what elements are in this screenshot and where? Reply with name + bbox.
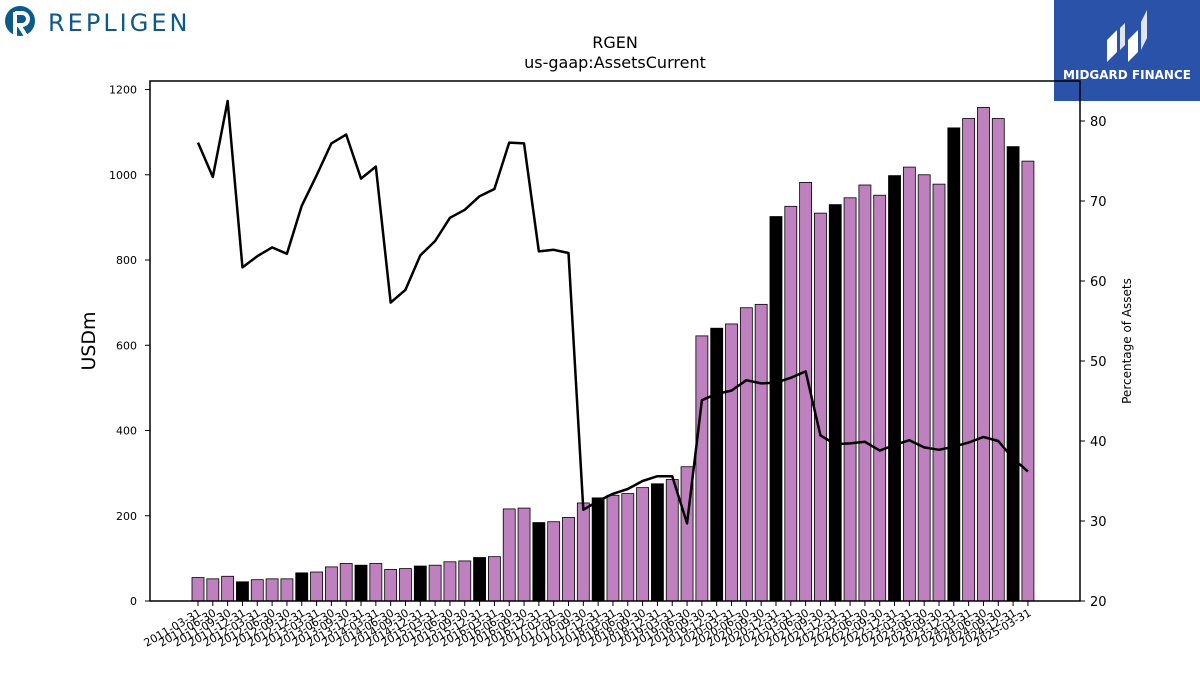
repligen-logo-icon bbox=[5, 6, 35, 38]
plot-frame bbox=[149, 80, 1081, 602]
bar bbox=[443, 561, 457, 602]
y2-tick-label: 20 bbox=[1090, 595, 1107, 610]
bar bbox=[636, 487, 649, 602]
bar bbox=[873, 194, 887, 602]
y-axis-right: 20 30 40 50 60 70 80 bbox=[1080, 115, 1107, 610]
chart-title: RGEN bbox=[592, 33, 638, 52]
repligen-logo-text: REPLIGEN bbox=[48, 9, 191, 37]
bar bbox=[695, 335, 709, 602]
bar bbox=[932, 183, 946, 602]
bar bbox=[769, 216, 783, 602]
bar bbox=[458, 560, 472, 602]
percentage-line bbox=[196, 99, 1029, 525]
bar bbox=[339, 563, 353, 602]
bar bbox=[310, 571, 323, 602]
y2-tick-label: 30 bbox=[1090, 515, 1107, 530]
bar bbox=[725, 323, 738, 602]
x-axis: 2011-03-312011-06-302011-09-302011-12-31… bbox=[142, 601, 1033, 650]
bar bbox=[265, 578, 279, 602]
bar bbox=[606, 494, 620, 602]
y-tick-label: 800 bbox=[116, 254, 137, 267]
bar bbox=[221, 575, 235, 602]
y2-tick-label: 80 bbox=[1090, 115, 1107, 130]
bar bbox=[562, 517, 575, 602]
bar bbox=[1021, 160, 1035, 602]
midgard-logo-text: MIDGARD FINANCE bbox=[1063, 68, 1191, 82]
bar bbox=[428, 564, 442, 602]
bar bbox=[502, 508, 516, 602]
bar bbox=[413, 565, 427, 602]
bar bbox=[977, 107, 990, 602]
bar bbox=[1006, 146, 1020, 602]
bar bbox=[784, 205, 798, 602]
y2-tick-label: 60 bbox=[1090, 275, 1107, 290]
bar bbox=[295, 572, 309, 602]
midgard-logo-icon bbox=[1054, 0, 1200, 101]
bar bbox=[250, 579, 264, 602]
bar bbox=[739, 307, 753, 602]
bar bbox=[354, 564, 368, 602]
bar bbox=[665, 479, 679, 602]
y2-tick-label: 50 bbox=[1090, 355, 1107, 370]
bar bbox=[651, 483, 664, 602]
bar bbox=[473, 557, 486, 602]
bar bbox=[902, 166, 916, 602]
bar bbox=[828, 204, 842, 602]
line-series bbox=[196, 99, 1029, 525]
bar bbox=[487, 556, 501, 602]
bar bbox=[991, 118, 1005, 602]
bar bbox=[710, 327, 724, 602]
bar bbox=[843, 197, 857, 602]
y-tick-label: 1000 bbox=[109, 169, 137, 182]
repligen-logo: REPLIGEN bbox=[4, 4, 204, 44]
bar bbox=[191, 577, 205, 602]
bar bbox=[384, 569, 398, 602]
bar bbox=[858, 184, 872, 602]
bar bbox=[369, 563, 383, 602]
y2-tick-label: 70 bbox=[1090, 195, 1107, 210]
bar bbox=[532, 522, 546, 602]
y-tick-label: 1200 bbox=[109, 84, 137, 97]
y-tick-label: 400 bbox=[116, 425, 137, 438]
y-tick-label: 600 bbox=[116, 339, 137, 352]
midgard-finance-logo: MIDGARD FINANCE bbox=[1054, 0, 1200, 101]
bar bbox=[917, 174, 931, 602]
y2-axis-label: Percentage of Assets bbox=[1120, 278, 1134, 404]
chart-subtitle: us-gaap:AssetsCurrent bbox=[524, 53, 706, 72]
bar bbox=[236, 581, 249, 602]
bar bbox=[206, 578, 220, 602]
bar bbox=[591, 497, 605, 602]
bar bbox=[324, 566, 338, 602]
bar bbox=[814, 212, 827, 602]
bar bbox=[399, 568, 412, 602]
bar bbox=[888, 175, 901, 602]
y-axis-left: 0 200 400 600 800 1000 1200 bbox=[109, 84, 150, 608]
bar bbox=[517, 507, 531, 602]
y-tick-label: 200 bbox=[116, 510, 137, 523]
y-tick-label: 0 bbox=[130, 595, 137, 608]
bar bbox=[962, 118, 976, 602]
bar-series bbox=[191, 107, 1035, 602]
bar bbox=[754, 303, 768, 602]
bar bbox=[547, 521, 561, 602]
bar bbox=[576, 502, 590, 602]
y-axis-label: USDm bbox=[78, 311, 100, 370]
bar bbox=[280, 578, 294, 602]
bar bbox=[621, 493, 635, 602]
y2-tick-label: 40 bbox=[1090, 435, 1107, 450]
bar bbox=[947, 127, 961, 602]
